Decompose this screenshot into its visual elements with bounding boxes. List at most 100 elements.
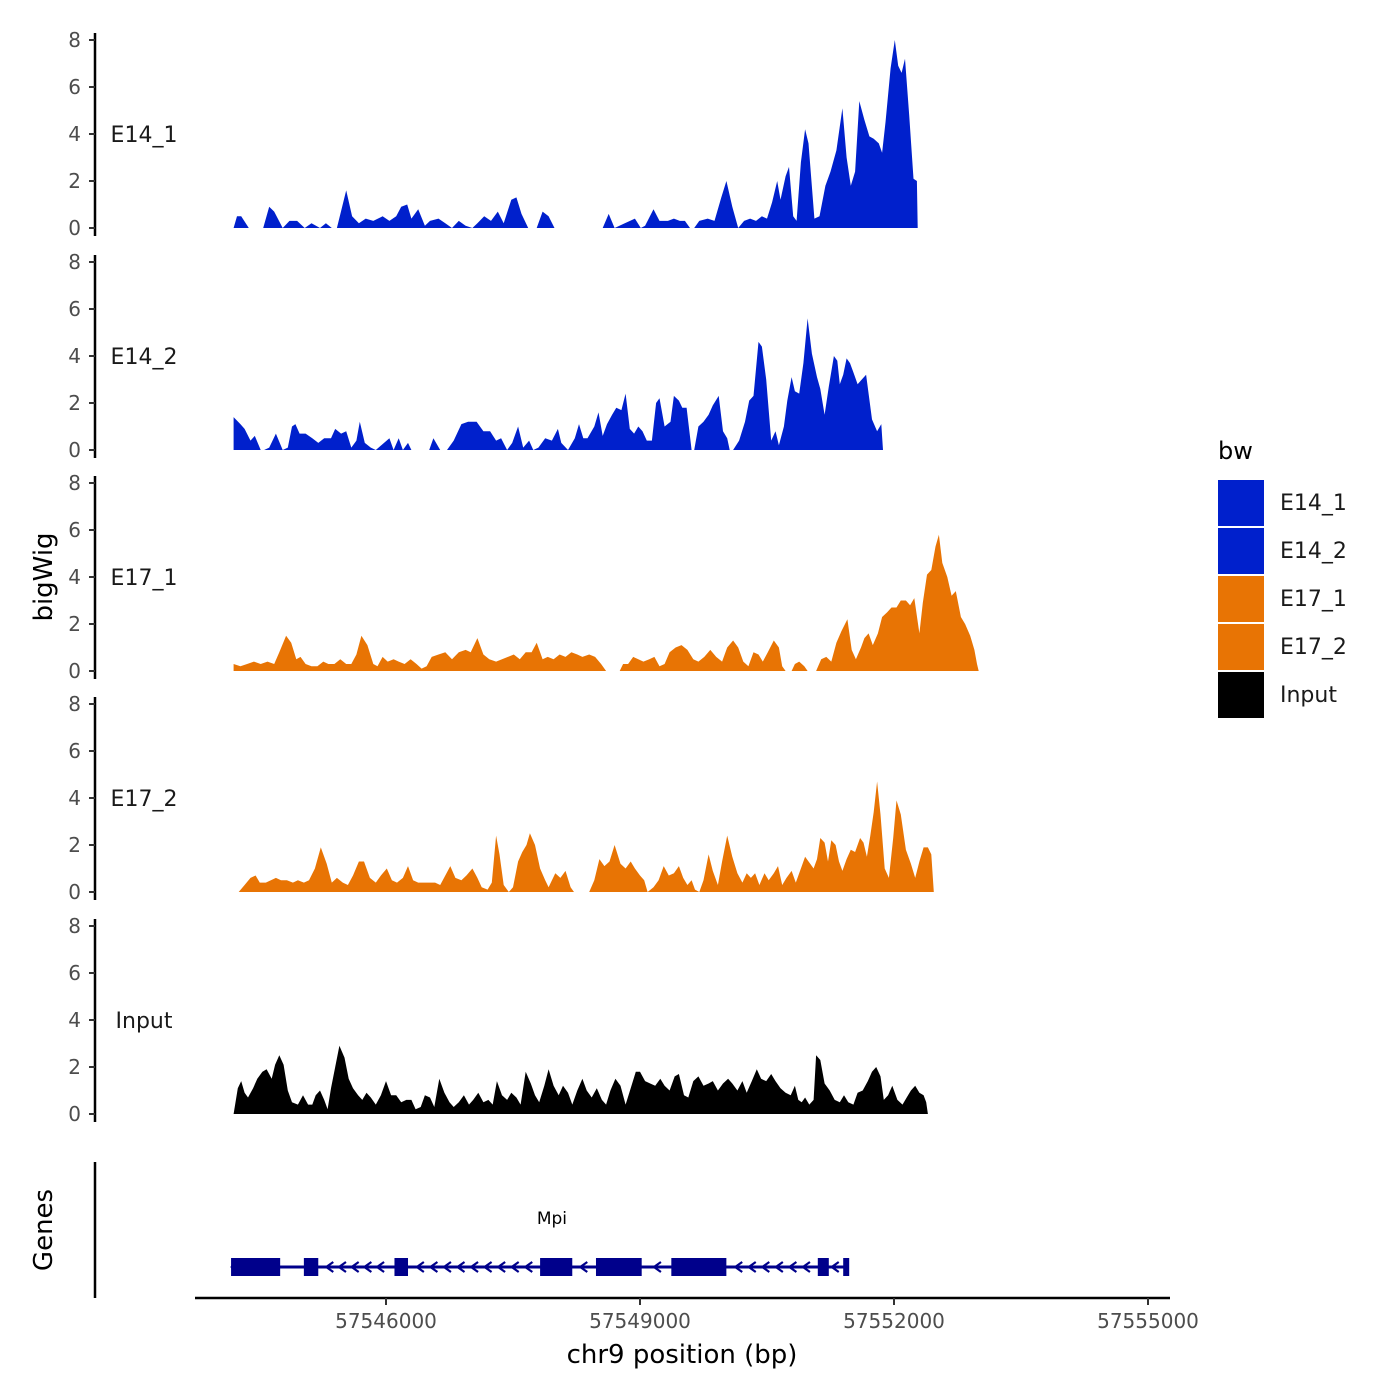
strand-arrow-icon (469, 1261, 479, 1273)
y-tick-label: 6 (68, 518, 81, 542)
y-tick-label: 4 (68, 786, 81, 810)
x-tick-label: 57552000 (843, 1309, 945, 1333)
y-tick-label: 0 (68, 880, 81, 904)
y-tick-label: 0 (68, 1102, 81, 1126)
legend-label: E14_1 (1280, 491, 1347, 516)
strand-arrow-icon (773, 1261, 784, 1273)
y-tick-label: 0 (68, 659, 81, 683)
gene-track-title: Genes (29, 1189, 59, 1271)
track-panel-e17-2: 0 2 4 6 8 E17_2 (68, 692, 934, 904)
gene-exon (595, 1258, 642, 1276)
legend-swatch (1218, 576, 1264, 622)
strand-arrow-icon (324, 1261, 334, 1273)
y-tick-label: 2 (68, 833, 81, 857)
y-tick-label: 0 (68, 438, 81, 462)
strand-arrow-icon (523, 1261, 533, 1273)
y-tick-label: 8 (68, 28, 81, 52)
panel-label: E17_2 (111, 787, 178, 812)
legend-entry: E14_2 (1218, 528, 1347, 574)
y-tick-label: 2 (68, 391, 81, 415)
track-panel-input: 0 2 4 6 8 Input (68, 914, 928, 1126)
strand-arrow-icon (349, 1261, 360, 1273)
signal-area-e14-2 (233, 318, 884, 450)
strand-arrow-icon (375, 1261, 385, 1273)
legend-swatch (1218, 528, 1264, 574)
y-tick-label: 0 (68, 216, 81, 240)
x-tick-label: 57546000 (335, 1309, 437, 1333)
y-tick-label: 6 (68, 961, 81, 985)
signal-area-e17-2 (238, 781, 934, 892)
gene-exon (843, 1258, 850, 1276)
y-tick-label: 8 (68, 692, 81, 716)
strand-arrow-icon (578, 1261, 588, 1273)
signal-area-e17-1 (233, 534, 979, 671)
y-tick-label: 4 (68, 344, 81, 368)
signal-area-input (233, 1045, 928, 1114)
y-tick-label: 4 (68, 565, 81, 589)
gene-start-arrow-icon (230, 1262, 238, 1272)
track-panel-e17-1: 0 2 4 6 8 E17_1 (68, 471, 979, 683)
y-tick-label: 8 (68, 471, 81, 495)
legend-entry: E14_1 (1218, 480, 1347, 526)
y-tick-label: 6 (68, 75, 81, 99)
strand-arrow-icon (362, 1261, 373, 1273)
signal-area-e14-1 (233, 40, 918, 228)
gene-exon (671, 1258, 727, 1276)
gene-exon (394, 1258, 409, 1276)
strand-arrow-icon (337, 1261, 347, 1273)
y-tick-label: 8 (68, 914, 81, 938)
legend-entry: Input (1218, 672, 1337, 718)
legend-entry: E17_2 (1218, 624, 1347, 670)
panel-label: E17_1 (111, 566, 178, 591)
strand-arrow-icon (787, 1261, 798, 1273)
gene-exon (303, 1258, 319, 1276)
y-tick-label: 2 (68, 612, 81, 636)
track-panels: 0 2 4 6 8 E14_1 0 2 4 6 8 E14_2 0 2 4 6 8 E17_1 0 2 4 6 8 E17_2… (68, 28, 979, 1126)
strand-arrow-icon (428, 1261, 439, 1273)
legend-swatch (1218, 672, 1264, 718)
y-tick-label: 2 (68, 1055, 81, 1079)
gene-exon (540, 1258, 573, 1276)
legend-label: E14_2 (1280, 539, 1347, 564)
strand-arrow-icon (733, 1261, 743, 1273)
legend-label: E17_2 (1280, 635, 1347, 660)
gene-track: Genes Mpi (29, 1162, 850, 1298)
y-axis-title: bigWig (29, 532, 59, 621)
strand-arrow-icon (509, 1261, 520, 1273)
strand-arrow-icon (455, 1261, 466, 1273)
x-axis-title: chr9 position (bp) (567, 1340, 798, 1370)
legend-label: E17_1 (1280, 587, 1347, 612)
strand-arrow-icon (414, 1261, 425, 1273)
strand-arrow-icon (760, 1261, 770, 1273)
track-panel-e14-2: 0 2 4 6 8 E14_2 (68, 250, 884, 462)
strand-arrow-icon (801, 1261, 811, 1273)
strand-arrow-icon (442, 1261, 452, 1273)
strand-arrow-icon (746, 1261, 757, 1273)
legend-entry: E17_1 (1218, 576, 1347, 622)
strand-arrow-icon (652, 1261, 662, 1273)
panel-label: E14_1 (111, 123, 178, 148)
strand-arrow-icon (829, 1261, 840, 1273)
y-tick-label: 6 (68, 739, 81, 763)
legend: bw E14_1 E14_2 E17_1 E17_2 Input (1218, 437, 1347, 718)
panel-label: E14_2 (111, 345, 178, 370)
strand-arrow-icon (496, 1261, 506, 1273)
track-panel-e14-1: 0 2 4 6 8 E14_1 (68, 28, 918, 240)
gene-mpi (230, 1258, 850, 1276)
panel-label: Input (116, 1009, 173, 1034)
x-axis: 57546000 57549000 57552000 57555000 (195, 1296, 1199, 1333)
gene-name-label: Mpi (537, 1209, 567, 1229)
legend-swatch (1218, 624, 1264, 670)
legend-title: bw (1218, 437, 1253, 465)
gene-exon (231, 1258, 281, 1276)
y-tick-label: 2 (68, 169, 81, 193)
y-tick-label: 6 (68, 297, 81, 321)
x-tick-label: 57549000 (589, 1309, 691, 1333)
strand-arrow-icon (482, 1261, 493, 1273)
legend-label: Input (1280, 683, 1337, 708)
gene-exon (817, 1258, 829, 1276)
x-tick-label: 57555000 (1097, 1309, 1199, 1333)
legend-swatch (1218, 480, 1264, 526)
y-tick-label: 4 (68, 1008, 81, 1032)
